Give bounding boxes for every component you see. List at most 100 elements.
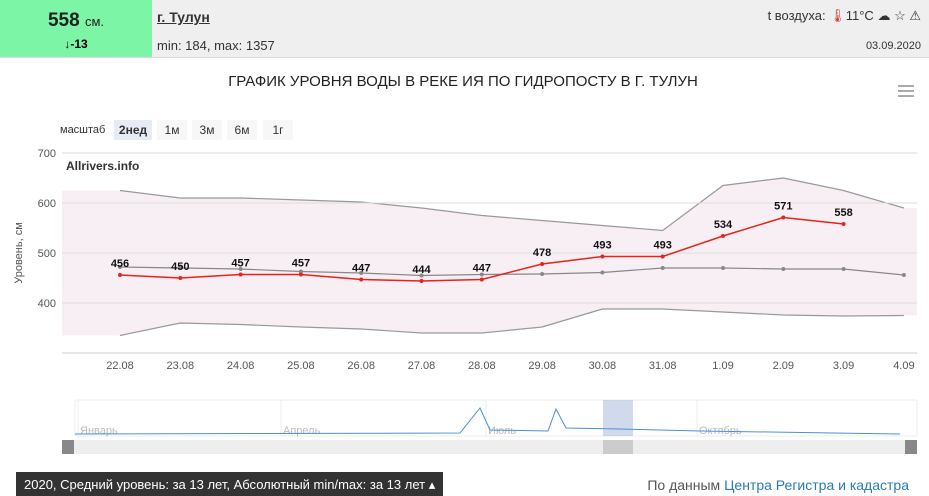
zoom-button-label: 2нед xyxy=(119,123,148,137)
data-label: 558 xyxy=(834,207,852,219)
data-label: 447 xyxy=(352,263,370,275)
point xyxy=(479,277,484,282)
point xyxy=(721,234,725,238)
y-tick-label: 500 xyxy=(38,248,56,260)
point xyxy=(841,267,846,271)
point xyxy=(660,254,665,259)
source-link[interactable]: Центра Регистра и кадастра xyxy=(724,477,909,493)
data-label: 493 xyxy=(654,240,672,252)
level-unit: см. xyxy=(84,14,105,29)
x-tick-label: 22.08 xyxy=(106,360,134,372)
zoom-button[interactable] xyxy=(114,120,152,140)
data-label: 478 xyxy=(533,247,551,259)
scroll-left[interactable] xyxy=(62,440,74,454)
x-tick-label: 28.08 xyxy=(468,360,496,372)
data-label: 457 xyxy=(231,258,249,270)
data-label: 450 xyxy=(171,261,189,273)
y-tick-label: 400 xyxy=(38,298,56,310)
chart-title: ГРАФИК УРОВНЯ ВОДЫ В РЕКЕ ИЯ ПО ГИДРОПОС… xyxy=(228,73,698,90)
point xyxy=(178,276,183,280)
navigator-month: Апрель xyxy=(283,425,321,437)
x-tick-label: 1.09 xyxy=(712,360,733,372)
x-tick-label: 24.08 xyxy=(227,360,255,372)
zoom-button[interactable] xyxy=(157,120,187,140)
point xyxy=(419,273,424,278)
zoom-button[interactable] xyxy=(263,120,293,140)
zoom-button[interactable] xyxy=(227,120,257,140)
point xyxy=(298,269,303,274)
point xyxy=(178,266,183,270)
band-lower xyxy=(119,308,904,337)
point xyxy=(238,267,243,271)
level-change: ↓-13 xyxy=(64,37,88,51)
zoom-button-label: 1г xyxy=(272,123,284,137)
point xyxy=(479,272,484,277)
zoom-button-label: 1м xyxy=(165,123,180,137)
data-label: 534 xyxy=(714,219,733,231)
navigator-window[interactable] xyxy=(603,400,633,436)
x-tick-label: 3.09 xyxy=(833,360,854,372)
point xyxy=(721,266,725,270)
y-tick-label: 600 xyxy=(38,198,56,210)
city-link[interactable]: г. Тулун xyxy=(157,9,210,25)
scrollbar xyxy=(62,440,917,454)
point xyxy=(660,266,665,270)
date: 03.09.2020 xyxy=(865,40,921,52)
point xyxy=(419,279,424,283)
menu-icon[interactable] xyxy=(898,85,914,97)
x-tick-label: 30.08 xyxy=(589,360,617,372)
y-axis-label: Уровень, см xyxy=(13,222,25,284)
navigator-month: Июль xyxy=(488,425,516,437)
zoom-button-label: 6м xyxy=(235,123,250,137)
x-tick-label: 26.08 xyxy=(347,360,375,372)
scroll-right[interactable] xyxy=(905,440,917,454)
data-label: 493 xyxy=(593,240,611,252)
point xyxy=(118,273,122,277)
point xyxy=(298,272,303,277)
data-label: 571 xyxy=(774,201,792,213)
data-label: 447 xyxy=(473,263,491,275)
navigator-line xyxy=(74,407,901,435)
x-tick-label: 2.09 xyxy=(773,360,794,372)
point xyxy=(118,265,122,269)
x-tick-label: 25.08 xyxy=(287,360,315,372)
point xyxy=(359,277,364,282)
thermo-icon: 🌡 xyxy=(829,8,846,23)
x-tick-label: 4.09 xyxy=(893,360,914,372)
zoom-label: масштаб xyxy=(60,124,105,136)
point xyxy=(540,262,545,266)
band-area xyxy=(62,178,917,336)
level-value: 558 xyxy=(47,10,80,31)
x-tick-label: 31.08 xyxy=(649,360,677,372)
data-label: 456 xyxy=(111,258,129,270)
x-tick-label: 27.08 xyxy=(408,360,436,372)
point xyxy=(841,222,846,226)
navigator-month: Январь xyxy=(80,425,118,437)
point xyxy=(600,270,605,275)
data-label: 457 xyxy=(292,258,310,270)
point xyxy=(781,267,786,271)
selector-text: 2020, Средний уровень: за 13 лет, Абсолю… xyxy=(24,477,426,492)
watermark: Allrivers.info xyxy=(66,159,139,173)
zoom-button-label: 3м xyxy=(200,123,215,137)
icons[interactable]: ☁ ☆ ⚠ xyxy=(877,8,921,23)
y-tick-label: 700 xyxy=(38,148,56,160)
point xyxy=(781,215,786,220)
chart: ГРАФИК УРОВНЯ ВОДЫ В РЕКЕ ИЯ ПО ГИДРОПОС… xyxy=(13,73,918,454)
min-max: min: 184, max: 1357 xyxy=(157,38,275,53)
x-tick-label: 23.08 xyxy=(167,360,195,372)
air-temp: 11°C xyxy=(845,8,874,23)
header: 558 см. ↓-13 г. Тулун min: 184, max: 135… xyxy=(0,0,929,58)
series-line xyxy=(119,266,904,277)
scroll-thumb[interactable] xyxy=(603,440,633,454)
point xyxy=(540,272,545,276)
air-label: t воздуха: xyxy=(767,8,826,23)
data-label: 444 xyxy=(412,264,431,276)
level-box: 558 см. ↓-13 xyxy=(0,0,152,57)
point xyxy=(359,271,364,275)
band-upper xyxy=(119,177,905,232)
source: По данным Центра Регистра и кадастра xyxy=(647,477,909,493)
series-selector[interactable]: 2020, Средний уровень: за 13 лет, Абсолю… xyxy=(16,472,444,496)
zoom-button[interactable] xyxy=(192,120,222,140)
